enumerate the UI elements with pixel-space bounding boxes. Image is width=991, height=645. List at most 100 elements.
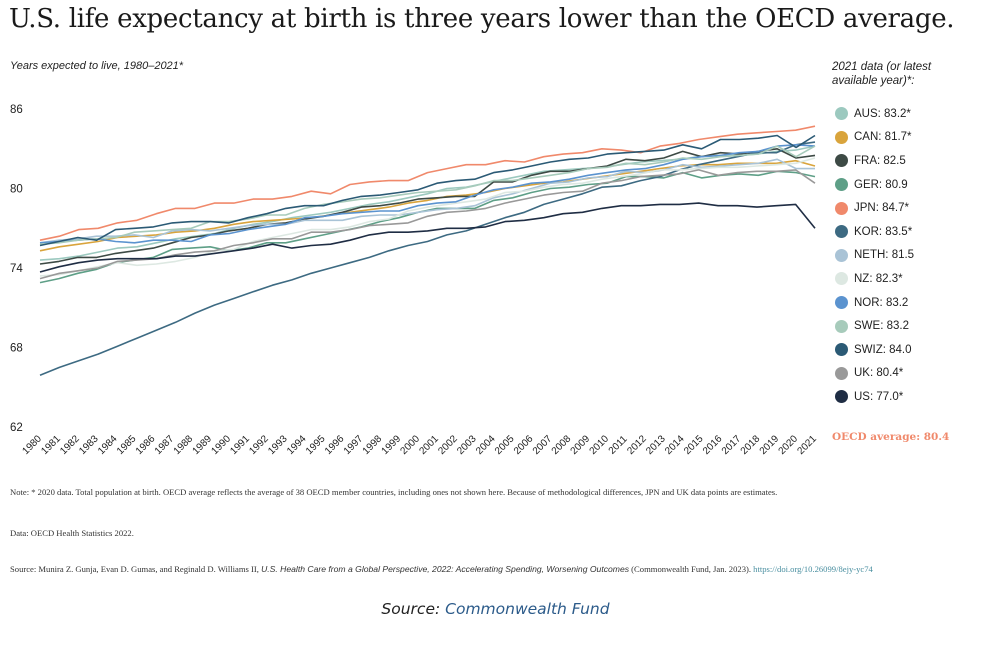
legend-label: JPN: 84.7* <box>854 202 909 215</box>
series-line-us <box>39 202 816 273</box>
x-tick-label: 1983 <box>77 433 101 457</box>
x-tick-label: 2000 <box>399 433 423 457</box>
legend-swatch <box>835 343 848 357</box>
y-tick-label: 68 <box>10 343 23 355</box>
x-tick-label: 2002 <box>436 433 460 457</box>
legend-swatch <box>835 107 848 121</box>
x-tick-label: 1992 <box>247 433 271 457</box>
legend-swatch <box>835 390 848 404</box>
x-tick-label: 2021 <box>795 433 819 457</box>
x-tick-label: 2007 <box>531 433 555 457</box>
legend-label: FRA: 82.5 <box>854 154 906 167</box>
legend-swatch <box>835 296 848 310</box>
legend-swatch <box>835 130 848 144</box>
y-axis-label: Years expected to live, 1980–2021* <box>10 60 184 72</box>
x-tick-label: 1982 <box>58 433 82 457</box>
legend-swatch <box>835 201 848 215</box>
x-tick-label: 2003 <box>455 433 479 457</box>
legend-label: US: 77.0* <box>854 390 904 403</box>
legend-title: 2021 data (or latest available year)*: <box>832 61 932 87</box>
x-tick-label: 1988 <box>172 433 196 457</box>
x-tick-label: 2010 <box>588 433 612 457</box>
source-link[interactable]: Commonwealth Fund <box>445 600 610 618</box>
legend-item-can: CAN: 81.7* <box>835 126 914 150</box>
x-tick-label: 1981 <box>39 433 63 457</box>
legend-item-swiz: SWIZ: 84.0 <box>835 338 914 362</box>
x-tick-label: 2016 <box>701 433 725 457</box>
source-citation: Source: Munira Z. Gunja, Evan D. Gumas, … <box>10 563 960 575</box>
series-line-neth <box>39 158 815 244</box>
legend-item-jpn: JPN: 84.7* <box>835 196 914 220</box>
x-tick-label: 1999 <box>380 433 404 457</box>
x-tick-label: 1987 <box>153 433 177 457</box>
legend-item-us: US: 77.0* <box>835 385 914 409</box>
series-line-swiz <box>39 134 816 247</box>
legend-label: NZ: 82.3* <box>854 272 903 285</box>
x-tick-label: 1985 <box>115 433 139 457</box>
legend-item-fra: FRA: 82.5 <box>835 149 914 173</box>
y-tick-label: 80 <box>10 184 23 196</box>
legend-swatch <box>835 319 848 333</box>
x-tick-label: 1996 <box>323 433 347 457</box>
x-tick-label: 1993 <box>266 433 290 457</box>
chart-title: U.S. life expectancy at birth is three y… <box>9 4 955 34</box>
x-tick-label: 2004 <box>474 433 498 457</box>
x-tick-label: 2020 <box>777 433 801 457</box>
legend-item-swe: SWE: 83.2 <box>835 314 914 338</box>
legend: AUS: 83.2* CAN: 81.7* FRA: 82.5 GER: 80.9 JP… <box>835 102 914 409</box>
x-tick-label: 2013 <box>644 433 668 457</box>
legend-label: NETH: 81.5 <box>854 249 915 262</box>
x-tick-label: 2012 <box>625 433 649 457</box>
legend-swatch <box>835 248 848 262</box>
legend-item-nz: NZ: 82.3* <box>835 267 914 291</box>
series-line-jpn <box>39 125 816 241</box>
citation-authors: Source: Munira Z. Gunja, Evan D. Gumas, … <box>10 564 262 574</box>
legend-swatch <box>835 366 848 380</box>
x-tick-label: 1998 <box>361 433 385 457</box>
legend-swatch <box>835 178 848 192</box>
y-tick-label: 62 <box>10 422 23 434</box>
legend-label: AUS: 83.2* <box>854 107 911 120</box>
series-line-kor <box>39 141 816 377</box>
x-tick-label: 1989 <box>191 433 215 457</box>
x-tick-label: 1997 <box>342 433 366 457</box>
citation-publisher: (Commonwealth Fund, Jan. 2023). <box>629 564 754 574</box>
x-tick-label: 1994 <box>285 433 309 457</box>
legend-swatch <box>835 272 848 286</box>
series-line-nz <box>39 157 816 277</box>
series-line-fra <box>39 147 816 265</box>
legend-label: KOR: 83.5* <box>854 225 913 238</box>
legend-label: NOR: 83.2 <box>854 296 909 309</box>
x-tick-label: 2018 <box>739 433 763 457</box>
legend-item-nor: NOR: 83.2 <box>835 291 914 315</box>
legend-label: UK: 80.4* <box>854 367 904 380</box>
x-tick-label: 2019 <box>758 433 782 457</box>
x-tick-label: 1995 <box>304 433 328 457</box>
legend-swatch <box>835 154 848 168</box>
x-tick-label: 2001 <box>417 433 441 457</box>
source-label: Source: <box>381 600 446 618</box>
doi-link[interactable]: https://doi.org/10.26099/8ejy-yc74 <box>753 564 873 574</box>
x-tick-label: 1984 <box>96 433 120 457</box>
x-tick-label: 1980 <box>20 433 44 457</box>
x-tick-label: 2009 <box>569 433 593 457</box>
x-tick-label: 1991 <box>228 433 252 457</box>
x-tick-label: 2014 <box>663 433 687 457</box>
legend-label: SWIZ: 84.0 <box>854 343 912 356</box>
legend-swatch <box>835 225 848 239</box>
legend-label: GER: 80.9 <box>854 178 908 191</box>
y-tick-label: 74 <box>10 263 23 275</box>
data-source: Data: OECD Health Statistics 2022. <box>10 528 134 538</box>
legend-label: SWE: 83.2 <box>854 320 909 333</box>
citation-title: U.S. Health Care from a Global Perspecti… <box>261 564 630 574</box>
legend-item-ger: GER: 80.9 <box>835 173 914 197</box>
source-footer: Source: Commonwealth Fund <box>0 600 991 618</box>
legend-item-neth: NETH: 81.5 <box>835 244 914 268</box>
line-chart: 6268748086198019811982198319841985198619… <box>10 104 819 457</box>
legend-item-uk: UK: 80.4* <box>835 362 914 386</box>
legend-item-kor: KOR: 83.5* <box>835 220 914 244</box>
series-line-uk <box>39 169 816 280</box>
x-tick-label: 1990 <box>210 433 234 457</box>
x-tick-label: 1986 <box>134 433 158 457</box>
legend-label: CAN: 81.7* <box>854 131 912 144</box>
